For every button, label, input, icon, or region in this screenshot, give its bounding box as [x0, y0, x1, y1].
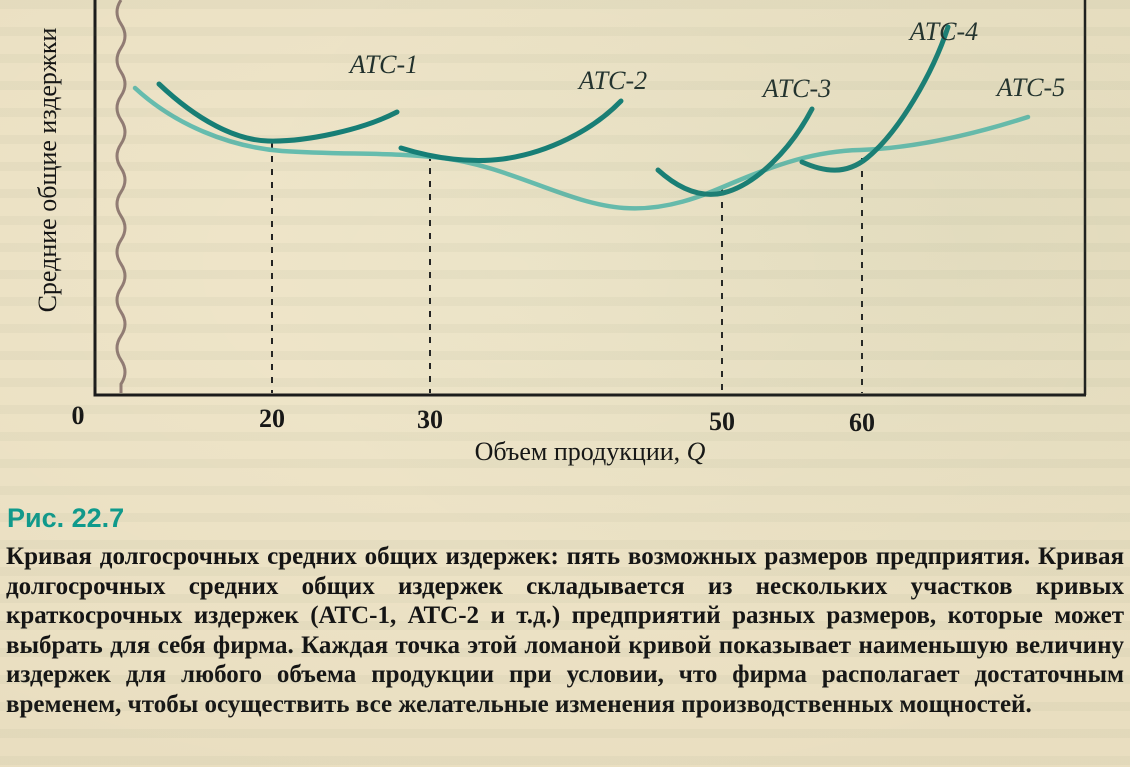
x-axis-title: Объем продукции, Q — [475, 437, 706, 466]
x-axis-title-text: Объем продукции, — [475, 437, 687, 466]
x-tick-30: 30 — [417, 405, 443, 434]
x-tick-0: 0 — [72, 401, 85, 430]
atc1-curve — [156, 81, 400, 144]
atc4-label: ATC-4 — [908, 17, 978, 46]
atc2-label: ATC-2 — [577, 66, 647, 95]
atc3-label: ATC-3 — [761, 74, 831, 103]
atc1-label: ATC-1 — [348, 50, 418, 79]
atc2-curve — [398, 98, 624, 164]
x-tick-20: 20 — [259, 404, 285, 433]
figure-caption: Кривая долгосрочных средних общих издерж… — [6, 542, 1124, 719]
figure-number: Рис. 22.7 — [7, 503, 125, 533]
x-tick-50: 50 — [709, 407, 735, 436]
atc3-curve — [655, 106, 815, 197]
figure-chart: ATC-1 ATC-2 ATC-3 ATC-4 ATC-5 0 20 30 50… — [33, 0, 1087, 466]
x-tick-60: 60 — [849, 408, 875, 437]
x-axis-title-q: Q — [687, 437, 706, 466]
y-axis-title: Средние общие издержки — [33, 28, 62, 313]
atc4-curve — [799, 24, 951, 173]
figure-caption-body: Кривая долгосрочных средних общих издерж… — [6, 543, 1124, 718]
atc5-long-run-curve — [132, 85, 1031, 211]
figure-caption-title: Кривая долгосрочных средних общих издерж… — [6, 543, 1031, 570]
atc5-label: ATC-5 — [995, 73, 1065, 102]
page-tear-squiggle — [115, 0, 127, 393]
